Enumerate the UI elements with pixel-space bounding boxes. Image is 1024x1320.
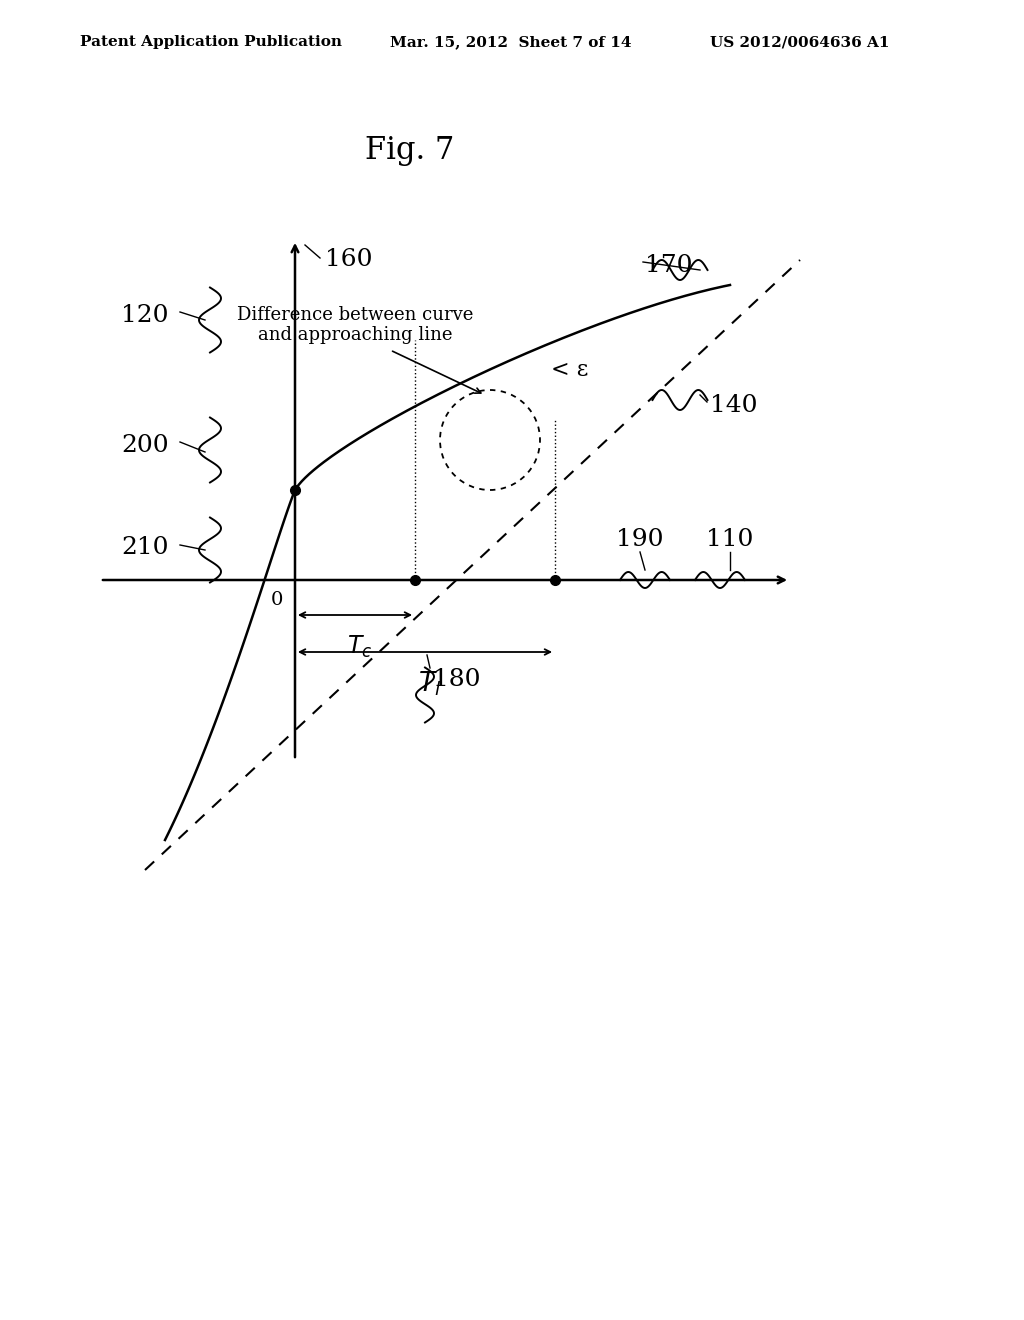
Text: 190: 190	[616, 528, 664, 552]
Text: Difference between curve: Difference between curve	[237, 306, 473, 323]
Text: 120: 120	[121, 304, 169, 326]
Text: 0: 0	[270, 591, 284, 609]
Text: 200: 200	[121, 433, 169, 457]
Text: 110: 110	[707, 528, 754, 552]
Text: $T_l$: $T_l$	[419, 669, 441, 698]
Text: US 2012/0064636 A1: US 2012/0064636 A1	[710, 36, 890, 49]
Text: 180: 180	[433, 668, 480, 692]
Text: 170: 170	[645, 253, 692, 276]
Text: $T_c$: $T_c$	[347, 634, 373, 660]
Text: 140: 140	[710, 393, 758, 417]
Text: Fig. 7: Fig. 7	[366, 135, 455, 165]
Text: < ε: < ε	[551, 359, 589, 381]
Text: 160: 160	[325, 248, 373, 272]
Text: 210: 210	[121, 536, 169, 560]
Text: Mar. 15, 2012  Sheet 7 of 14: Mar. 15, 2012 Sheet 7 of 14	[390, 36, 632, 49]
Text: Patent Application Publication: Patent Application Publication	[80, 36, 342, 49]
Text: and approaching line: and approaching line	[258, 326, 453, 345]
